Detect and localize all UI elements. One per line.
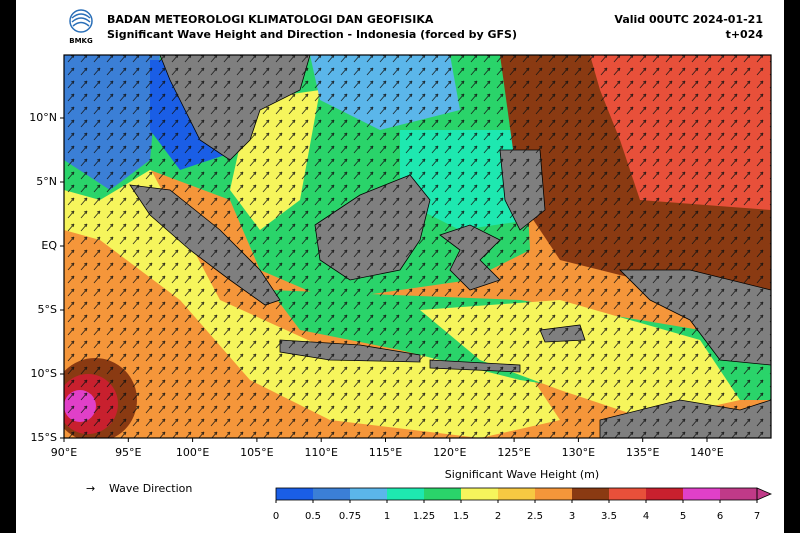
- lat-label: 5°S: [38, 303, 57, 316]
- colorbar-segment: [461, 488, 498, 500]
- logo: BMKG: [69, 9, 93, 45]
- colorbar-segment: [350, 488, 387, 500]
- colorbar-title: Significant Wave Height (m): [445, 468, 599, 481]
- colorbar-tick-label: 1.5: [453, 511, 469, 522]
- lon-label: 130°E: [562, 446, 595, 459]
- colorbar-tick-label: 1: [384, 511, 390, 522]
- colorbar-tick-label: 0.75: [339, 511, 361, 522]
- wave-field: [64, 55, 771, 438]
- lat-label: EQ: [41, 239, 57, 252]
- colorbar-tick-label: 2: [495, 511, 501, 522]
- lon-label: 140°E: [690, 446, 723, 459]
- colorbar-tick-label: 0.5: [305, 511, 321, 522]
- colorbar-segment: [387, 488, 424, 500]
- colorbar-tick-label: 5: [680, 511, 686, 522]
- lon-label: 115°E: [369, 446, 402, 459]
- lon-label: 105°E: [240, 446, 273, 459]
- colorbar: 0 0.5 0.75 1 1.25 1.5 2 2.5 3 3.5 4 5 6 7: [273, 487, 773, 522]
- lead-time: t+024: [726, 28, 764, 41]
- colorbar-tick-label: 3: [569, 511, 575, 522]
- lat-label: 10°N: [29, 111, 57, 124]
- colorbar-segment: [646, 488, 683, 500]
- edge: [0, 0, 16, 533]
- lat-label: 15°S: [31, 431, 57, 444]
- colorbar-segment: [424, 488, 461, 500]
- lon-label: 110°E: [304, 446, 337, 459]
- lon-label: 125°E: [497, 446, 530, 459]
- colorbar-tick-label: 4: [643, 511, 649, 522]
- title: Significant Wave Height and Direction - …: [107, 28, 517, 41]
- lat-label: 10°S: [31, 367, 57, 380]
- colorbar-tick-label: 7: [754, 511, 760, 522]
- lon-label: 120°E: [433, 446, 466, 459]
- agency: BADAN METEOROLOGI KLIMATOLOGI DAN GEOFIS…: [107, 13, 434, 26]
- edge: [784, 0, 800, 533]
- colorbar-segment: [609, 488, 646, 500]
- lon-label: 100°E: [176, 446, 209, 459]
- legend-label: Wave Direction: [109, 482, 192, 495]
- colorbar-tick-label: 6: [717, 511, 723, 522]
- colorbar-segment: [313, 488, 350, 500]
- colorbar-tick-label: 1.25: [413, 511, 435, 522]
- logo-text: BMKG: [69, 37, 93, 45]
- colorbar-segment: [535, 488, 572, 500]
- valid-time: Valid 00UTC 2024-01-21: [614, 13, 763, 26]
- colorbar-segment: [683, 488, 720, 500]
- colorbar-tick-label: 3.5: [601, 511, 617, 522]
- lat-label: 5°N: [36, 175, 57, 188]
- lon-label: 95°E: [115, 446, 141, 459]
- colorbar-segment: [276, 488, 313, 500]
- axes: 10°N 5°N EQ 5°S 10°S 15°S 90°E 95°E 100°E 105°E 11…: [29, 111, 724, 459]
- colorbar-segment: [572, 488, 609, 500]
- legend-arrow: →: [86, 482, 95, 495]
- colorbar-tick-label: 2.5: [527, 511, 543, 522]
- colorbar-segment: [720, 488, 757, 500]
- colorbar-tick-label: 0: [273, 511, 279, 522]
- colorbar-frame: [275, 487, 758, 501]
- lon-label: 135°E: [626, 446, 659, 459]
- colorbar-segment: [498, 488, 535, 500]
- lon-label: 90°E: [51, 446, 77, 459]
